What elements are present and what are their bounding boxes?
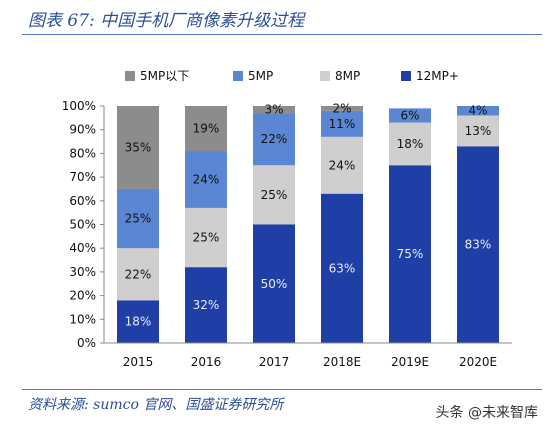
- y-tick-label: 10%: [69, 312, 96, 326]
- legend-swatch-5mp-below: [125, 71, 135, 81]
- footer-divider: [22, 389, 542, 390]
- stacked-bar-chart: 5MP以下 5MP 8MP 12MP+ 0% 10% 20% 30% 40% 50% 60% 70%…: [62, 69, 512, 369]
- data-label: 75%: [397, 247, 424, 261]
- data-label: 6%: [400, 108, 419, 122]
- data-label: 19%: [193, 122, 220, 136]
- bars: 18% 22% 25% 35% 32% 25% 24% 19% 50% 25% 22% 3% 63% 24…: [117, 101, 499, 343]
- data-label: 25%: [125, 212, 152, 226]
- legend-label-5mp-below: 5MP以下: [140, 69, 189, 83]
- x-tick-label: 2019E: [391, 355, 429, 369]
- legend-swatch-12mp-plus: [401, 71, 411, 81]
- bar-segment-12mp-plus: [117, 300, 159, 343]
- data-label: 24%: [329, 158, 356, 172]
- data-label: 22%: [125, 267, 152, 281]
- bar-segment-5mp: [321, 110, 363, 137]
- bar-segment-12mp-plus: [457, 146, 499, 343]
- bar-segment-8mp: [389, 122, 431, 166]
- chart-title: 图表 67: 中国手机厂商像素升级过程: [28, 11, 305, 31]
- bar-segment-8mp: [117, 248, 159, 301]
- x-axis: 2015 2016 2017 2018E 2019E 2020E: [104, 342, 512, 369]
- watermark: 头条 @未来智库: [435, 405, 538, 421]
- source-note: 资料来源: sumco 官网、国盛证券研究所: [28, 397, 284, 413]
- y-tick-label: 20%: [69, 289, 96, 303]
- data-label: 24%: [193, 172, 220, 186]
- bar-segment-5mp: [117, 188, 159, 249]
- bar-segment-8mp: [457, 115, 499, 147]
- y-tick-label: 80%: [69, 146, 96, 160]
- bar-segment-5mp: [253, 113, 295, 166]
- data-label: 25%: [193, 231, 220, 245]
- data-label: 25%: [261, 188, 288, 202]
- data-label: 35%: [125, 140, 152, 154]
- bar-segment-8mp: [321, 136, 363, 194]
- data-label: 63%: [329, 261, 356, 275]
- y-tick-label: 100%: [62, 99, 96, 113]
- y-tick-label: 90%: [69, 123, 96, 137]
- bar-segment-5mp-below: [253, 106, 295, 114]
- bar-segment-12mp-plus: [321, 193, 363, 343]
- bar-segment-12mp-plus: [389, 165, 431, 343]
- legend-swatch-8mp: [320, 71, 330, 81]
- x-tick-label: 2018E: [323, 355, 361, 369]
- bar-segment-5mp-below: [321, 106, 363, 111]
- legend-label-12mp-plus: 12MP+: [416, 69, 459, 83]
- bar-segment-5mp-below: [185, 106, 227, 152]
- bar-segment-12mp-plus: [253, 224, 295, 343]
- x-tick-label: 2017: [259, 355, 290, 369]
- bar-segment-5mp: [185, 151, 227, 208]
- legend-label-8mp: 8MP: [335, 69, 360, 83]
- x-tick-label: 2020E: [459, 355, 497, 369]
- y-tick-label: 40%: [69, 241, 96, 255]
- y-axis: 0% 10% 20% 30% 40% 50% 60% 70% 80% 90% 100%: [62, 99, 105, 350]
- bar-segment-12mp-plus: [185, 267, 227, 343]
- y-tick-label: 60%: [69, 194, 96, 208]
- bar-segment-5mp: [389, 108, 431, 123]
- data-label: 18%: [397, 137, 424, 151]
- data-label: 50%: [261, 277, 288, 291]
- data-label: 11%: [329, 117, 356, 131]
- data-label: 2%: [332, 101, 351, 115]
- bar-segment-8mp: [185, 207, 227, 268]
- y-tick-label: 30%: [69, 265, 96, 279]
- legend-label-5mp: 5MP: [248, 69, 273, 83]
- title-divider: [22, 34, 542, 35]
- data-label: 18%: [125, 315, 152, 329]
- chart-legend: 5MP以下 5MP 8MP 12MP+: [125, 69, 459, 83]
- legend-swatch-5mp: [233, 71, 243, 81]
- bar-segment-5mp-below: [117, 106, 159, 189]
- data-label: 22%: [261, 132, 288, 146]
- data-label: 4%: [468, 104, 487, 118]
- data-label: 13%: [465, 124, 492, 138]
- data-label: 3%: [264, 103, 283, 117]
- x-tick-label: 2016: [191, 355, 222, 369]
- y-tick-label: 0%: [77, 336, 96, 350]
- bar-segment-8mp: [253, 165, 295, 225]
- x-tick-label: 2015: [123, 355, 154, 369]
- data-label: 32%: [193, 298, 220, 312]
- bar-segment-5mp: [457, 106, 499, 116]
- y-tick-label: 70%: [69, 170, 96, 184]
- y-tick-label: 50%: [69, 218, 96, 232]
- data-label: 83%: [465, 238, 492, 252]
